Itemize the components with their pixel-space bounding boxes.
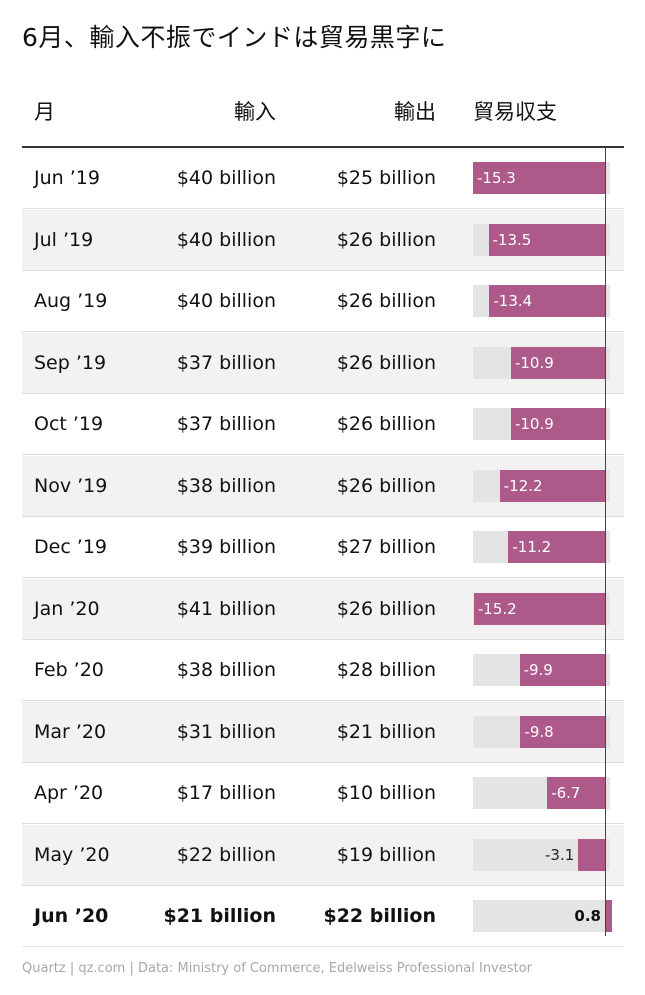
balance-bar (547, 777, 605, 809)
imports-cell: $41 billion (176, 597, 276, 620)
imports-cell: $40 billion (176, 228, 276, 251)
balance-value-label: -10.9 (514, 353, 554, 372)
balance-value-label: -10.9 (514, 415, 554, 433)
balance-value-label: -9.9 (523, 661, 553, 679)
month-cell: Feb ’20 (34, 659, 104, 681)
exports-cell: $27 billion (336, 536, 436, 558)
balance-value-label: -15.3 (477, 169, 516, 187)
month-cell: Jan ’20 (34, 597, 100, 620)
balance-bar (510, 408, 605, 440)
balance-bar (499, 469, 605, 502)
balance-bar (520, 715, 605, 748)
header-month: 月 (34, 100, 55, 124)
balance-value-label: -6.7 (551, 784, 581, 802)
table-row: Jul ’19 $40 billion $26 billion -13.5 (22, 209, 624, 271)
source-footer: Quartz | qz.com | Data: Ministry of Comm… (22, 961, 532, 976)
exports-cell: $26 billion (336, 413, 436, 435)
balance-bar (489, 285, 605, 317)
balance-value-label: -13.5 (492, 230, 532, 249)
month-cell: Nov ’19 (34, 474, 108, 497)
balance-value-label: -12.2 (503, 476, 543, 495)
table-row: Apr ’20 $17 billion $10 billion -6.7 (22, 763, 624, 824)
balance-bar (473, 162, 605, 194)
table-row: Jun ’20 $21 billion $22 billion 0.8 (22, 886, 624, 947)
table-row: Mar ’20 $31 billion $21 billion -9.8 (22, 701, 624, 763)
balance-bar (578, 838, 605, 871)
chart-title: 6月、輸入不振でインドは貿易黒字に (22, 23, 447, 52)
month-cell: Aug ’19 (34, 290, 108, 312)
month-cell: Mar ’20 (34, 720, 107, 743)
month-cell: Jun ’19 (34, 167, 100, 189)
table-row: Nov ’19 $38 billion $26 billion -12.2 (22, 455, 624, 517)
header-exports: 輸出 (394, 100, 436, 124)
imports-cell: $37 billion (176, 351, 276, 374)
header-imports: 輸入 (234, 100, 276, 124)
imports-cell: $37 billion (176, 413, 276, 435)
balance-bar (605, 900, 612, 932)
table-row: Sep ’19 $37 billion $26 billion -10.9 (22, 332, 624, 394)
imports-cell: $22 billion (176, 843, 276, 866)
balance-bar (519, 654, 605, 686)
balance-value-label: -15.2 (477, 599, 517, 618)
header-divider (22, 146, 624, 148)
imports-cell: $17 billion (176, 782, 276, 804)
month-cell: Dec ’19 (34, 536, 108, 558)
balance-bar (508, 531, 605, 563)
table-row: Dec ’19 $39 billion $27 billion -11.2 (22, 517, 624, 578)
table-row: May ’20 $22 billion $19 billion -3.1 (22, 824, 624, 886)
exports-cell: $22 billion (323, 905, 436, 927)
exports-cell: $26 billion (336, 597, 436, 620)
month-cell: Jul ’19 (34, 228, 94, 251)
table-row: Aug ’19 $40 billion $26 billion -13.4 (22, 271, 624, 332)
exports-cell: $19 billion (336, 843, 436, 866)
exports-cell: $28 billion (336, 659, 436, 681)
exports-cell: $26 billion (336, 474, 436, 497)
imports-cell: $39 billion (176, 536, 276, 558)
zero-axis-line (605, 146, 606, 936)
header-balance: 貿易収支 (473, 100, 557, 124)
imports-cell: $21 billion (163, 905, 276, 927)
month-cell: May ’20 (34, 843, 110, 866)
exports-cell: $25 billion (336, 167, 436, 189)
month-cell: Sep ’19 (34, 351, 107, 374)
exports-cell: $10 billion (336, 782, 436, 804)
month-cell: Oct ’19 (34, 413, 104, 435)
balance-bar (488, 223, 605, 256)
table-header: 月 輸入 輸出 貿易収支 (22, 96, 624, 146)
balance-value-label: -9.8 (524, 722, 554, 741)
exports-cell: $21 billion (336, 720, 436, 743)
month-cell: Jun ’20 (34, 905, 109, 927)
imports-cell: $38 billion (176, 659, 276, 681)
imports-cell: $40 billion (176, 290, 276, 312)
table-row: Oct ’19 $37 billion $26 billion -10.9 (22, 394, 624, 455)
balance-bar (510, 346, 605, 379)
table-row: Jun ’19 $40 billion $25 billion -15.3 (22, 148, 624, 209)
imports-cell: $38 billion (176, 474, 276, 497)
table-row: Jan ’20 $41 billion $26 billion -15.2 (22, 578, 624, 640)
exports-cell: $26 billion (336, 351, 436, 374)
month-cell: Apr ’20 (34, 782, 104, 804)
balance-bar (473, 592, 605, 625)
imports-cell: $31 billion (176, 720, 276, 743)
balance-value-label: -13.4 (493, 292, 533, 310)
exports-cell: $26 billion (336, 290, 436, 312)
balance-value-label: -3.1 (544, 845, 575, 864)
balance-value-label: -11.2 (512, 538, 552, 556)
table-row: Feb ’20 $38 billion $28 billion -9.9 (22, 640, 624, 701)
balance-bar-track (473, 900, 610, 932)
imports-cell: $40 billion (176, 167, 276, 189)
exports-cell: $26 billion (336, 228, 436, 251)
balance-value-label: 0.8 (574, 907, 601, 925)
